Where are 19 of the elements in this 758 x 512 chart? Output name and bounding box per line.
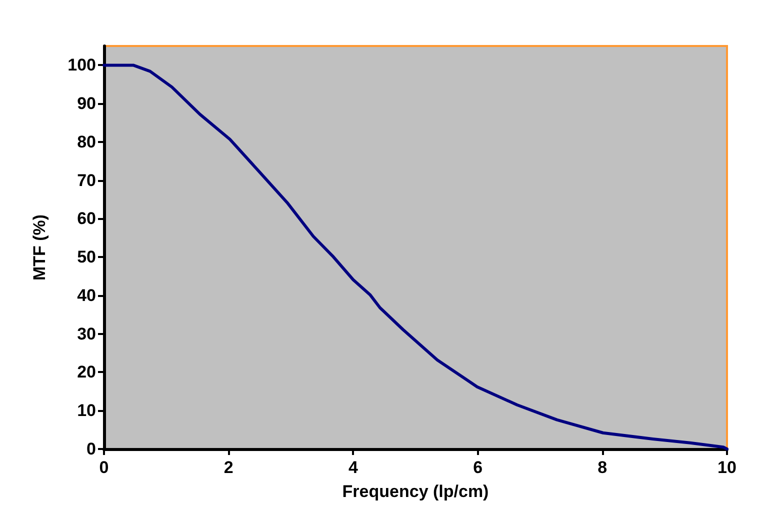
y-tick-label: 20 [77, 362, 96, 382]
x-tick-label: 10 [718, 458, 736, 477]
x-tick-label: 8 [598, 458, 608, 477]
y-tick-label: 0 [86, 440, 96, 458]
x-tick-label: 2 [224, 458, 234, 477]
x-tick-label: 6 [473, 458, 483, 477]
y-tick-label: 30 [77, 324, 96, 344]
x-tick-label: 0 [99, 458, 109, 477]
x-tick-label: 4 [348, 458, 358, 477]
y-tick-label: 90 [77, 94, 96, 114]
y-tick-label: 80 [77, 132, 96, 152]
y-tick-label: 60 [77, 209, 96, 228]
x-axis-title: Frequency (lp/cm) [342, 482, 489, 501]
y-tick-label: 40 [77, 286, 96, 305]
y-tick-label: 100 [68, 56, 96, 75]
y-tick-label: 70 [77, 170, 96, 190]
y-axis-title: MTF (%) [30, 214, 49, 281]
y-tick-label: 10 [77, 401, 96, 420]
y-tick-label: 50 [77, 248, 96, 267]
